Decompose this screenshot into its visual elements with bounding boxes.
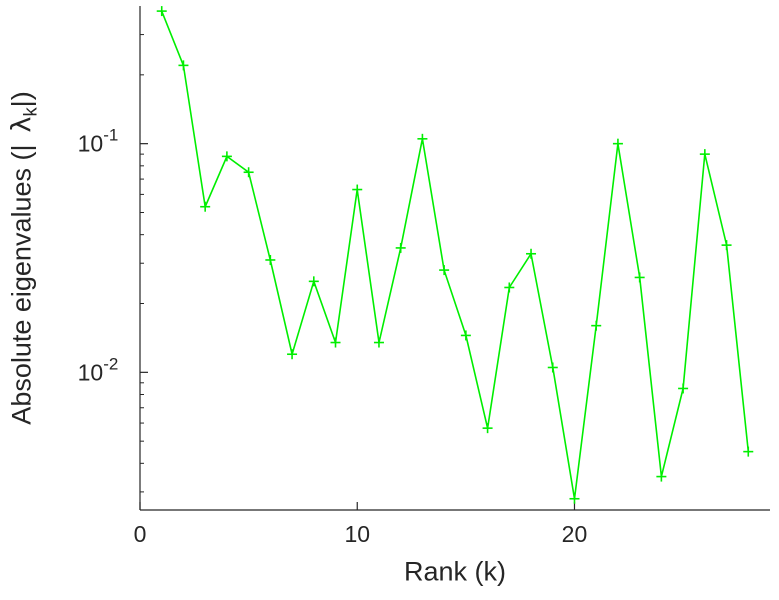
y-tick-label: 10-1 [78,126,119,157]
x-tick-label: 0 [134,521,147,547]
lambda-symbol: λ [6,116,38,133]
y-tick-label: 10-2 [78,354,119,385]
y-axis-label-close: |) [6,91,37,108]
lambda-subscript: k [19,107,41,117]
plot-line [160,10,750,499]
x-tick-label: 20 [562,521,588,547]
x-axis-label: Rank (k) [403,556,507,587]
y-axis-label-text: Absolute eigenvalues (| [6,144,37,425]
x-tick-label: 10 [344,521,370,547]
y-axis-label: Absolute eigenvalues (| λk|) [6,91,41,424]
